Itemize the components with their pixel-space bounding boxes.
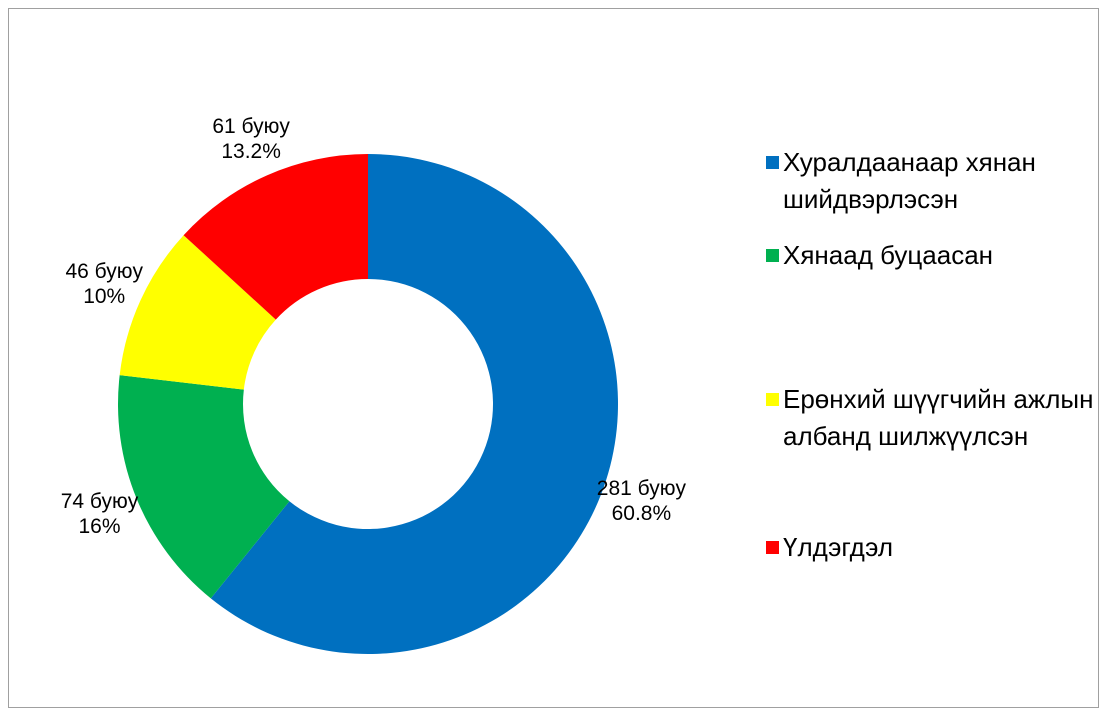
legend-item: Үлдэгдэл: [766, 529, 1096, 566]
donut-slice: [119, 235, 276, 390]
legend-key: [766, 541, 779, 554]
data-label: 46 буюу 10%: [65, 259, 143, 308]
legend-label: Хянаад буцаасан: [783, 240, 994, 270]
legend-item: Хуралдаанаар хянан шийдвэрлэсэн: [766, 144, 1096, 218]
data-label: 61 буюу 13.2%: [212, 114, 290, 163]
page: (() => { const data = JSON.parse(documen…: [8, 8, 1099, 708]
donut-slice: [183, 154, 368, 320]
legend-key: [766, 156, 779, 169]
legend-label: Ерөнхий шүүгчийн ажлын албанд шилжүүлсэн: [783, 384, 1094, 451]
donut-slice: [210, 154, 618, 655]
legend-label: Хуралдаанаар хянан шийдвэрлэсэн: [783, 147, 1036, 214]
legend-item: Ерөнхий шүүгчийн ажлын албанд шилжүүлсэн: [766, 381, 1096, 455]
legend-key: [766, 249, 779, 262]
donut-slice: [118, 375, 290, 599]
data-label: 74 буюу 16%: [60, 489, 139, 538]
data-label: 281 буюу 60.8%: [596, 476, 686, 525]
legend-label: Үлдэгдэл: [783, 532, 894, 562]
chart: [118, 154, 618, 655]
legend-item: Хянаад буцаасан: [766, 237, 1096, 274]
legend-key: [766, 393, 779, 406]
